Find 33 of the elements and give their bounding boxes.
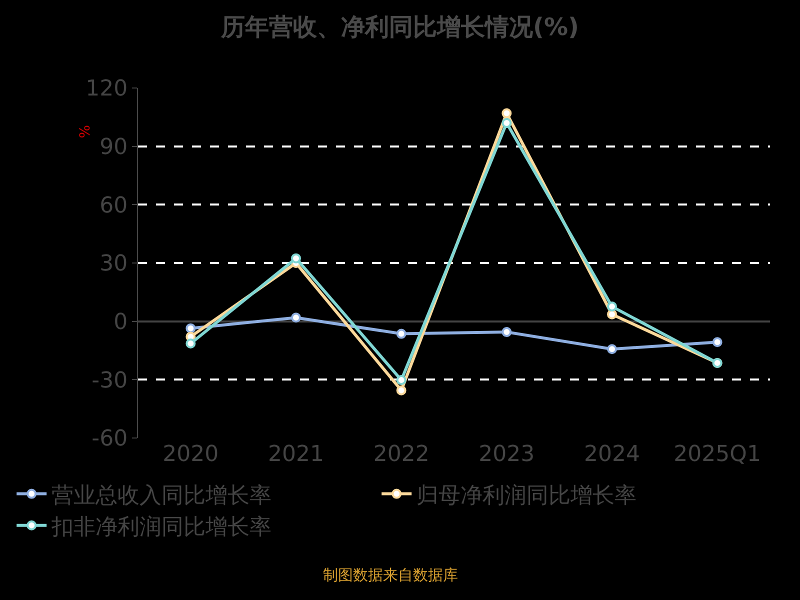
point <box>396 385 406 396</box>
y-tick-label: -30 <box>92 368 128 394</box>
point <box>291 253 301 264</box>
legend-label: 扣非净利润同比增长率 <box>50 514 272 540</box>
legend-label: 营业总收入同比增长率 <box>52 483 272 508</box>
point <box>502 108 512 118</box>
y-tick-label: 0 <box>114 310 128 336</box>
point <box>186 338 196 348</box>
point <box>291 312 301 323</box>
x-tick-label: 2022 <box>373 442 430 467</box>
y-tick-label: 90 <box>100 135 128 160</box>
x-tick-label: 2024 <box>584 442 640 467</box>
x-tick-label: 2023 <box>478 442 535 467</box>
y-axis-title: % <box>77 124 94 138</box>
point <box>607 302 617 312</box>
chart-title: 历年营收、净利同比增长情况(%) <box>220 12 579 41</box>
x-tick-label: 2020 <box>162 442 219 467</box>
x-tick-label: 2025Q1 <box>674 442 761 467</box>
y-tick-label: 120 <box>86 76 128 102</box>
point <box>502 118 512 128</box>
x-tick-label: 2021 <box>268 442 324 467</box>
text: 制图数据来自数据库 <box>323 566 458 584</box>
y-tick-label: 60 <box>100 193 128 218</box>
y-tick-label: 30 <box>100 252 128 277</box>
point <box>502 327 512 338</box>
point <box>712 337 722 348</box>
point <box>186 323 196 334</box>
point <box>396 328 406 339</box>
point <box>607 309 617 320</box>
point <box>396 375 406 386</box>
y-tick-label: -60 <box>92 426 128 452</box>
point <box>607 344 617 354</box>
legend-label: 归母净利润同比增长率 <box>416 483 637 508</box>
